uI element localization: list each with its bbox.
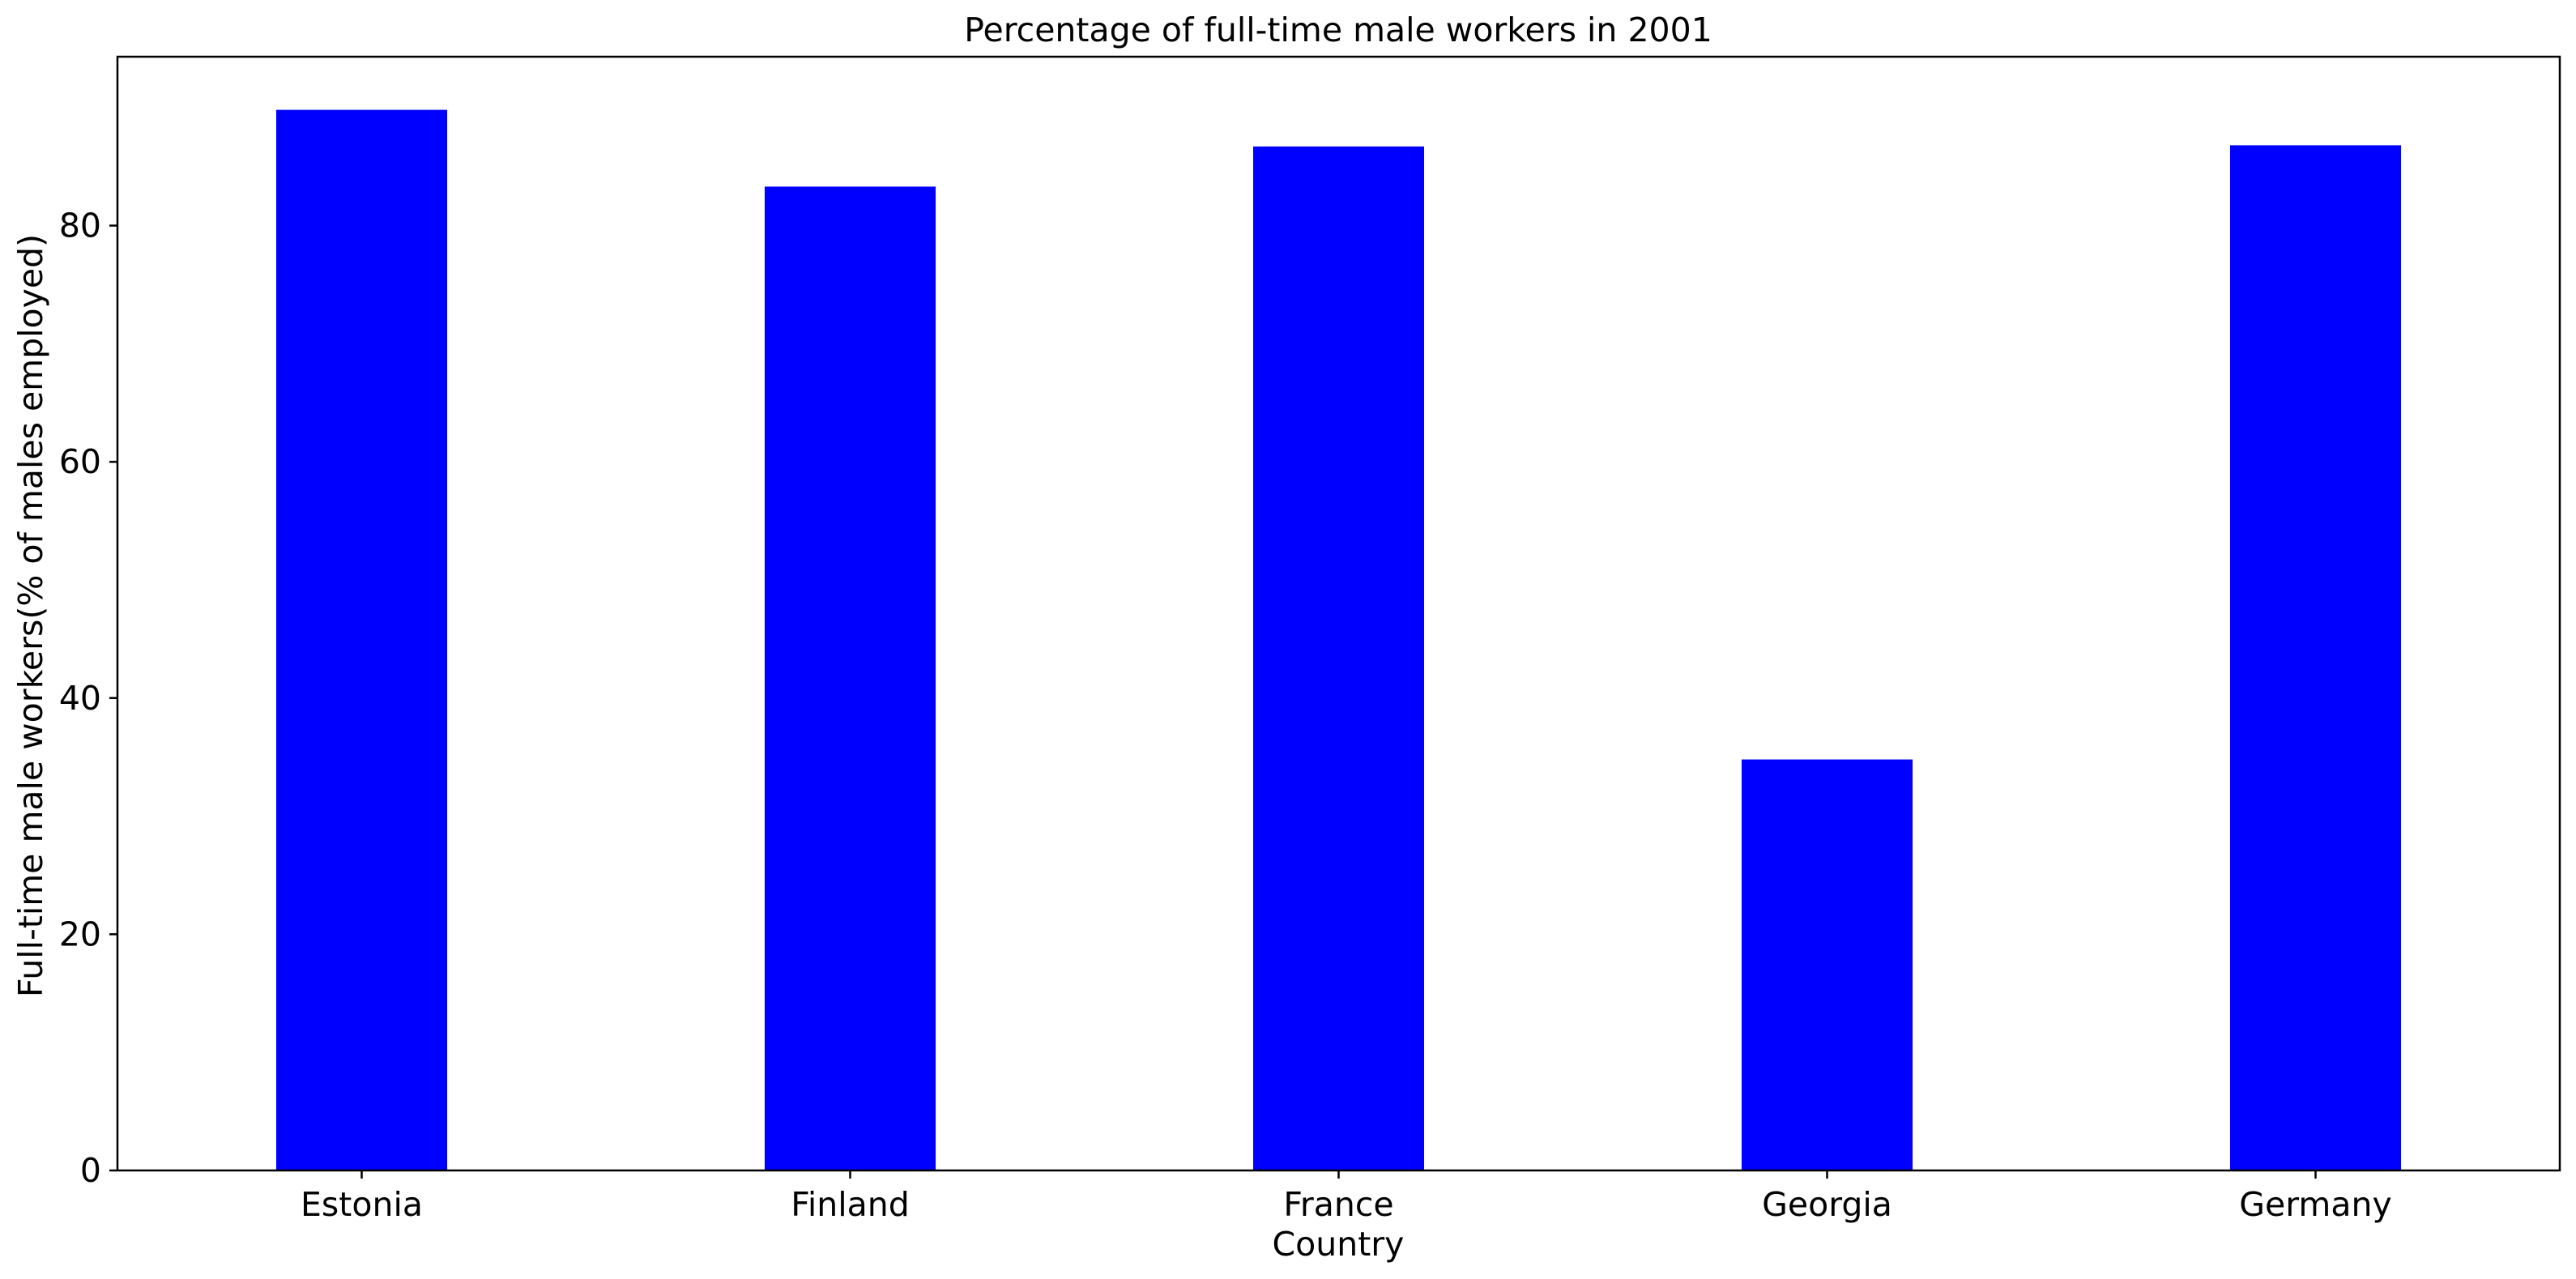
chart-title: Percentage of full-time male workers in … — [964, 11, 1712, 49]
y-tick-label: 60 — [59, 442, 101, 481]
y-tick-label: 20 — [59, 914, 101, 953]
bar-france — [1252, 146, 1425, 1171]
plot-area-frame — [116, 55, 2561, 1172]
y-axis-label: Full-time male workers(% of males employ… — [11, 234, 50, 997]
bars-group — [275, 109, 2402, 1171]
x-tick-label: France — [1283, 1185, 1393, 1224]
y-tick-label: 80 — [59, 207, 101, 245]
bar-finland — [764, 186, 936, 1171]
y-tick-label: 40 — [59, 679, 101, 718]
x-tick-label: Germany — [2239, 1185, 2391, 1224]
x-tick-label: Estonia — [301, 1185, 423, 1224]
x-axis-ticks: Estonia Finland France Georgia Germany — [301, 1170, 2392, 1224]
bar-germany — [2229, 145, 2402, 1171]
y-tick-label: 0 — [80, 1151, 101, 1190]
x-axis-label: Country — [1273, 1225, 1405, 1264]
bar-georgia — [1741, 759, 1913, 1170]
y-axis-ticks: 0 20 40 60 80 — [59, 207, 117, 1190]
bar-estonia — [275, 109, 448, 1171]
x-tick-label: Finland — [791, 1185, 910, 1224]
x-tick-label: Georgia — [1762, 1185, 1892, 1224]
